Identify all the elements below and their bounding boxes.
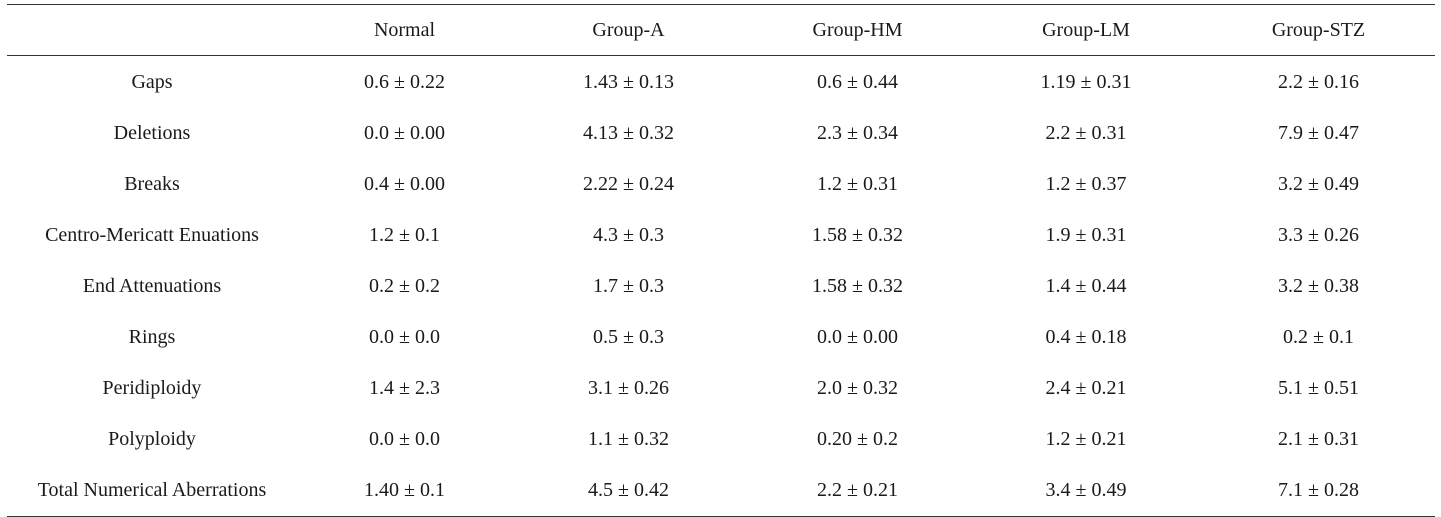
table-cell: 0.0 ± 0.00 (817, 326, 898, 348)
row-label: Breaks (124, 173, 180, 195)
table-cell: 4.13 ± 0.32 (583, 122, 674, 144)
header-row: Normal Group-A Group-HM Group-LM Group-S… (7, 4, 1435, 56)
data-table-container: Normal Group-A Group-HM Group-LM Group-S… (7, 4, 1435, 517)
table-cell: 1.19 ± 0.31 (1040, 70, 1132, 93)
table-cell: 1.2 ± 0.31 (817, 173, 898, 195)
table-cell: 7.1 ± 0.28 (1278, 479, 1359, 501)
table-body: Gaps 0.6 ± 0.22 1.43 ± 0.13 0.6 ± 0.44 1… (7, 56, 1435, 517)
table-cell: 0.6 ± 0.22 (364, 70, 445, 93)
table-cell: 7.9 ± 0.47 (1278, 122, 1359, 144)
table-cell: 3.1 ± 0.26 (588, 377, 669, 399)
table-row: Rings 0.0 ± 0.0 0.5 ± 0.3 0.0 ± 0.00 0.4… (7, 312, 1435, 363)
table-row: Peridiploidy 1.4 ± 2.3 3.1 ± 0.26 2.0 ± … (7, 363, 1435, 414)
row-label: End Attenuations (82, 275, 222, 297)
table-cell: 1.58 ± 0.32 (812, 224, 903, 246)
table-cell: 1.2 ± 0.21 (1045, 428, 1127, 450)
table-cell: 4.3 ± 0.3 (593, 224, 664, 246)
table-cell: 0.4 ± 0.00 (364, 173, 445, 195)
table-header: Normal Group-A Group-HM Group-LM Group-S… (7, 4, 1435, 56)
row-label: Deletions (113, 122, 191, 144)
table-cell: 1.9 ± 0.31 (1045, 224, 1127, 246)
table-cell: 2.0 ± 0.32 (817, 377, 898, 399)
table-row: End Attenuations 0.2 ± 0.2 1.7 ± 0.3 1.5… (7, 261, 1435, 312)
row-label: Total Numerical Aberrations (37, 479, 267, 501)
table-cell: 1.7 ± 0.3 (593, 275, 664, 297)
table-cell: 0.0 ± 0.0 (369, 428, 440, 450)
table-cell: 1.2 ± 0.37 (1045, 173, 1127, 195)
table-row: Deletions 0.0 ± 0.00 4.13 ± 0.32 2.3 ± 0… (7, 108, 1435, 159)
header-cell-group-a: Group-A (592, 18, 665, 41)
header-cell-group-lm: Group-LM (1042, 18, 1130, 41)
table-cell: 3.2 ± 0.38 (1278, 275, 1359, 297)
table-cell: 1.43 ± 0.13 (583, 70, 674, 93)
table-cell: 2.1 ± 0.31 (1278, 428, 1359, 450)
table-cell: 4.5 ± 0.42 (588, 479, 669, 501)
table-cell: 0.0 ± 0.00 (364, 122, 445, 144)
table-cell: 2.22 ± 0.24 (583, 173, 674, 195)
table-cell: 2.4 ± 0.21 (1045, 377, 1127, 399)
row-label: Gaps (131, 70, 173, 93)
table-cell: 2.2 ± 0.31 (1045, 122, 1127, 144)
table-cell: 0.6 ± 0.44 (817, 70, 898, 93)
table-cell: 3.2 ± 0.49 (1278, 173, 1359, 195)
header-cell-normal: Normal (373, 18, 436, 41)
table-row: Centro-Mericatt Enuations 1.2 ± 0.1 4.3 … (7, 210, 1435, 261)
table-cell: 0.5 ± 0.3 (593, 326, 664, 348)
table-cell: 0.4 ± 0.18 (1045, 326, 1127, 348)
table-cell: 0.0 ± 0.0 (369, 326, 440, 348)
table-cell: 1.58 ± 0.32 (812, 275, 903, 297)
table-cell: 1.1 ± 0.32 (588, 428, 669, 450)
row-label: Rings (128, 326, 176, 348)
row-label: Peridiploidy (102, 377, 202, 399)
table-row: Gaps 0.6 ± 0.22 1.43 ± 0.13 0.6 ± 0.44 1… (7, 56, 1435, 109)
table-row: Breaks 0.4 ± 0.00 2.22 ± 0.24 1.2 ± 0.31… (7, 159, 1435, 210)
table-cell: 3.4 ± 0.49 (1045, 479, 1127, 501)
table-cell: 2.2 ± 0.21 (817, 479, 898, 501)
table-row: Total Numerical Aberrations 1.40 ± 0.1 4… (7, 465, 1435, 517)
table-cell: 1.4 ± 2.3 (369, 377, 440, 399)
table-cell: 0.20 ± 0.2 (817, 428, 898, 450)
table-cell: 3.3 ± 0.26 (1278, 224, 1359, 246)
table-cell: 0.2 ± 0.1 (1283, 326, 1354, 348)
header-cell-group-hm: Group-HM (812, 18, 903, 41)
table-row: Polyploidy 0.0 ± 0.0 1.1 ± 0.32 0.20 ± 0… (7, 414, 1435, 465)
table-cell: 2.3 ± 0.34 (817, 122, 898, 144)
table-cell: 2.2 ± 0.16 (1278, 70, 1359, 93)
header-cell-empty (7, 5, 297, 56)
table-cell: 1.2 ± 0.1 (369, 224, 440, 246)
row-label: Centro-Mericatt Enuations (45, 224, 259, 246)
row-label: Polyploidy (108, 428, 196, 450)
header-cell-group-stz: Group-STZ (1271, 18, 1366, 41)
aberrations-table: Normal Group-A Group-HM Group-LM Group-S… (7, 4, 1435, 517)
table-cell: 0.2 ± 0.2 (369, 275, 440, 297)
table-cell: 5.1 ± 0.51 (1278, 377, 1359, 399)
table-cell: 1.40 ± 0.1 (364, 479, 445, 501)
table-cell: 1.4 ± 0.44 (1045, 275, 1127, 297)
